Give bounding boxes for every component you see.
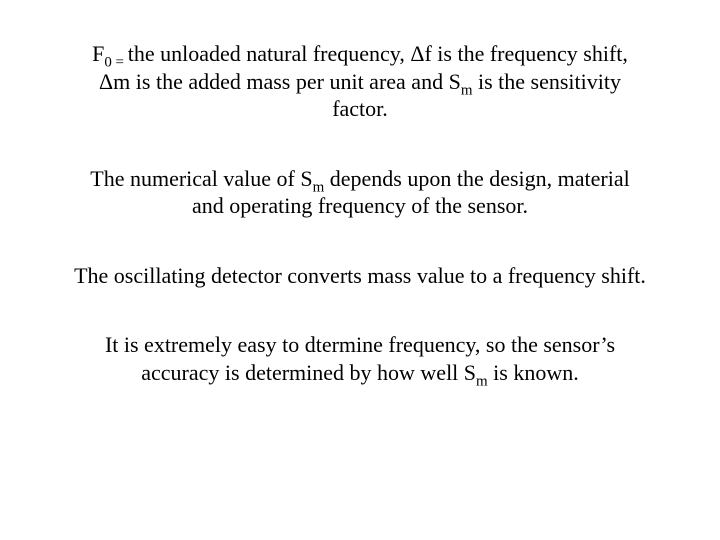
- paragraph-accuracy: It is extremely easy to dtermine frequen…: [65, 331, 655, 386]
- text-acc-c: is known.: [488, 360, 579, 385]
- text-sm-a: The numerical value of S: [90, 166, 312, 191]
- paragraph-sm-depends: The numerical value of Sm depends upon t…: [90, 165, 630, 220]
- text-acc-b: m: [476, 373, 488, 389]
- slide: F0 = the unloaded natural frequency, Δf …: [0, 0, 720, 540]
- text-oscillating: The oscillating detector converts mass v…: [74, 263, 646, 288]
- paragraph-oscillating: The oscillating detector converts mass v…: [70, 262, 650, 290]
- text-f: F: [92, 41, 104, 66]
- paragraph-definitions: F0 = the unloaded natural frequency, Δf …: [80, 40, 640, 123]
- text-sm-sub: m: [461, 82, 473, 98]
